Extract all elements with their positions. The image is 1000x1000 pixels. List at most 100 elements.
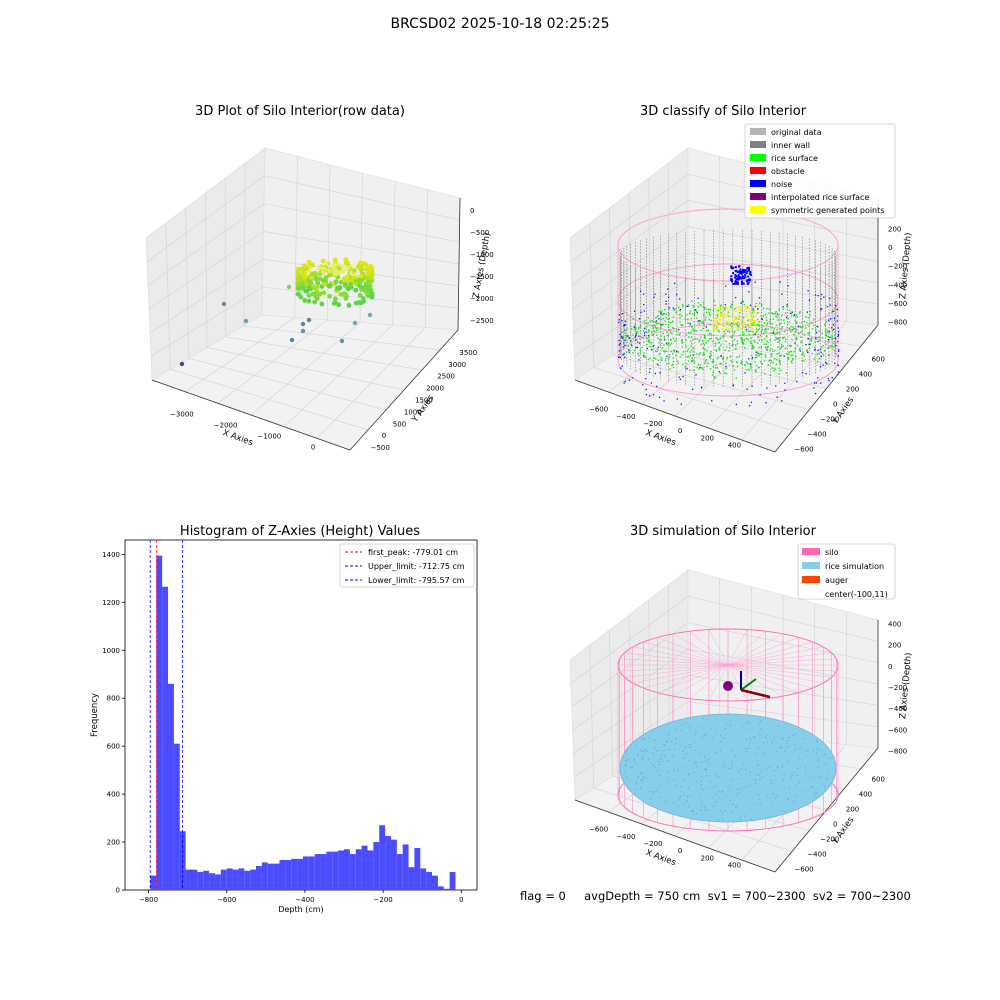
panel-title-simulation: 3D simulation of Silo Interior — [630, 524, 816, 539]
hist-bar — [244, 870, 251, 890]
cls-rice-surface-point — [649, 357, 651, 359]
cls-rice-surface-point — [685, 345, 687, 348]
cls-symmetric-point — [720, 313, 722, 315]
cls-noise-point — [742, 277, 745, 280]
cls-rice-surface-point — [767, 364, 769, 366]
sim-rice-point — [720, 741, 722, 743]
cls-rice-surface-point — [814, 346, 816, 348]
sim-y-axis-line — [774, 747, 879, 873]
cls-symmetric-point — [752, 319, 754, 321]
cls-rice-surface-point — [681, 342, 683, 344]
cls-rice-surface-point — [713, 300, 716, 302]
sim-rice-point — [759, 804, 761, 806]
cls-symmetric-point — [716, 328, 718, 331]
cls-rice-surface-point — [742, 343, 744, 345]
sim-rice-point — [804, 766, 806, 768]
cls-z-axis-title: Z Axies (Depth) — [898, 232, 914, 299]
sim-rice-point — [663, 749, 665, 751]
cls-noise-point — [666, 355, 668, 358]
cls-rice-surface-point — [657, 322, 660, 325]
cls-rice-surface-point — [780, 345, 783, 348]
cls-noise-point — [827, 339, 830, 341]
cls-noise-point — [682, 375, 684, 378]
cls-rice-surface-point — [680, 315, 683, 317]
cls-rice-surface-point — [755, 328, 758, 330]
cls-noise-point — [735, 269, 738, 272]
sim-rice-point — [667, 779, 669, 781]
cls-rice-surface-point — [736, 343, 739, 345]
sim-rice-point — [814, 791, 816, 793]
raw-outlier-point — [243, 318, 249, 324]
sim-rice-point — [700, 797, 702, 799]
cls-rice-surface-point — [720, 362, 722, 365]
cls-rice-surface-point — [710, 354, 712, 357]
sim-rice-point — [749, 775, 751, 777]
cls-rice-surface-point — [675, 311, 677, 314]
cls-noise-point — [638, 318, 641, 320]
cls-noise-point — [806, 311, 808, 313]
cls-rice-surface-point — [708, 308, 710, 310]
cls-noise-point — [663, 339, 666, 341]
cls-rice-surface-point — [764, 373, 766, 375]
cls-rice-surface-point — [692, 306, 695, 309]
cls-rice-surface-point — [776, 353, 778, 355]
cls-noise-point — [743, 269, 746, 272]
sim-rice-point — [681, 724, 683, 726]
cls-rice-surface-point — [662, 318, 664, 320]
cls-rice-surface-point — [741, 339, 744, 341]
cls-rice-surface-point — [751, 324, 753, 326]
cls-noise-point — [834, 337, 837, 339]
cls-noise-point — [837, 327, 839, 329]
cls-symmetric-point — [735, 306, 737, 308]
cls-rice-surface-point — [673, 309, 675, 311]
cls-rice-surface-point — [726, 356, 729, 359]
cls-noise-point — [633, 326, 635, 328]
cls-rice-surface-point — [731, 301, 734, 303]
hist-y-tick-label: 800 — [107, 695, 120, 703]
cls-noise-point — [782, 306, 784, 308]
cls-rice-surface-point — [771, 367, 773, 369]
cls-noise-point — [679, 298, 681, 300]
cls-rice-surface-point — [686, 314, 688, 316]
cls-rice-surface-point — [723, 330, 726, 332]
cls-rice-surface-point — [783, 322, 786, 324]
cls-noise-point — [738, 265, 741, 268]
sim-rice-point — [648, 737, 650, 739]
cls-rice-surface-point — [827, 331, 829, 333]
sim-legend-label: silo — [825, 548, 839, 557]
cls-rice-surface-point — [663, 335, 665, 338]
cls-rice-surface-point — [628, 348, 630, 351]
hist-legend-box — [339, 543, 475, 588]
cls-rice-surface-point — [795, 337, 798, 339]
cls-symmetric-point — [744, 313, 747, 315]
cls-symmetric-point — [724, 323, 726, 325]
cls-rice-surface-point — [658, 310, 660, 313]
cls-symmetric-point — [720, 318, 722, 321]
cls-noise-point — [838, 331, 840, 333]
cls-rice-surface-point — [689, 312, 691, 314]
cls-rice-surface-point — [723, 335, 725, 337]
sim-z-tick-label: 200 — [888, 642, 901, 650]
cls-rice-surface-point — [799, 347, 801, 349]
sim-rice-point — [704, 756, 705, 758]
cls-rice-surface-point — [630, 343, 632, 346]
cls-noise-point — [737, 274, 740, 277]
sim-rice-point — [686, 800, 688, 802]
sim-rice-point — [704, 769, 706, 771]
cls-rice-surface-point — [638, 326, 640, 329]
cls-noise-point — [645, 388, 647, 391]
cls-rice-surface-point — [651, 334, 654, 336]
cls-rice-surface-point — [691, 357, 693, 359]
cls-noise-point — [618, 350, 621, 352]
cls-rice-surface-point — [709, 368, 712, 370]
cls-symmetric-point — [754, 320, 757, 322]
cls-rice-surface-point — [656, 334, 658, 336]
raw-data-point — [332, 262, 336, 267]
cls-rice-surface-point — [760, 304, 763, 306]
cls-noise-point — [637, 341, 639, 343]
sim-rice-point — [798, 782, 800, 784]
cls-legend-label: inner wall — [771, 141, 810, 150]
cls-rice-surface-point — [767, 346, 769, 349]
cls-rice-surface-point — [764, 313, 766, 316]
cls-rice-surface-point — [632, 352, 634, 354]
